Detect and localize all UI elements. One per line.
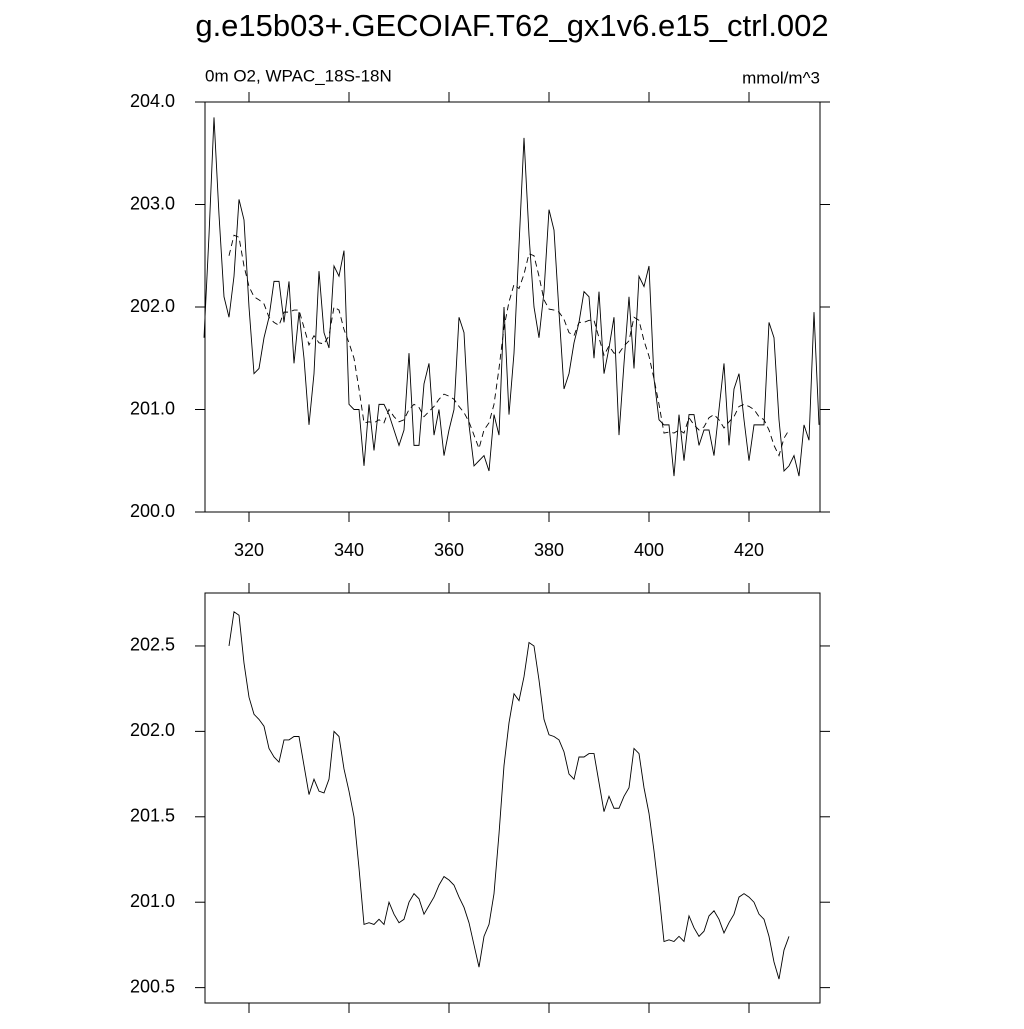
y-tick-label: 201.0 — [130, 398, 175, 418]
x-tick-label: 340 — [334, 540, 364, 560]
x-tick-label: 380 — [534, 540, 564, 560]
x-tick-label: 320 — [234, 540, 264, 560]
plot-frame — [204, 101, 821, 513]
y-tick-label: 202.5 — [130, 635, 175, 655]
line — [228, 611, 790, 980]
x-tick-label: 360 — [434, 540, 464, 560]
chart-title: g.e15b03+.GECOIAF.T62_gx1v6.e15_ctrl.002 — [195, 8, 828, 43]
y-tick-label: 201.5 — [130, 806, 175, 826]
line — [203, 117, 820, 477]
y-tick-label: 200.0 — [130, 501, 175, 521]
y-tick-label: 201.0 — [130, 891, 175, 911]
x-tick-label: 420 — [734, 540, 764, 560]
x-tick-label: 400 — [634, 540, 664, 560]
y-tick-label: 203.0 — [130, 193, 175, 213]
subtitle-left: 0m O2, WPAC_18S-18N — [205, 66, 392, 85]
subtitle-right: mmol/m^3 — [742, 68, 820, 87]
y-tick-label: 202.0 — [130, 296, 175, 316]
y-tick-label: 204.0 — [130, 91, 175, 111]
dashed-line — [228, 234, 790, 457]
y-tick-label: 200.5 — [130, 976, 175, 996]
y-tick-label: 202.0 — [130, 720, 175, 740]
plot-frame — [204, 592, 821, 1004]
